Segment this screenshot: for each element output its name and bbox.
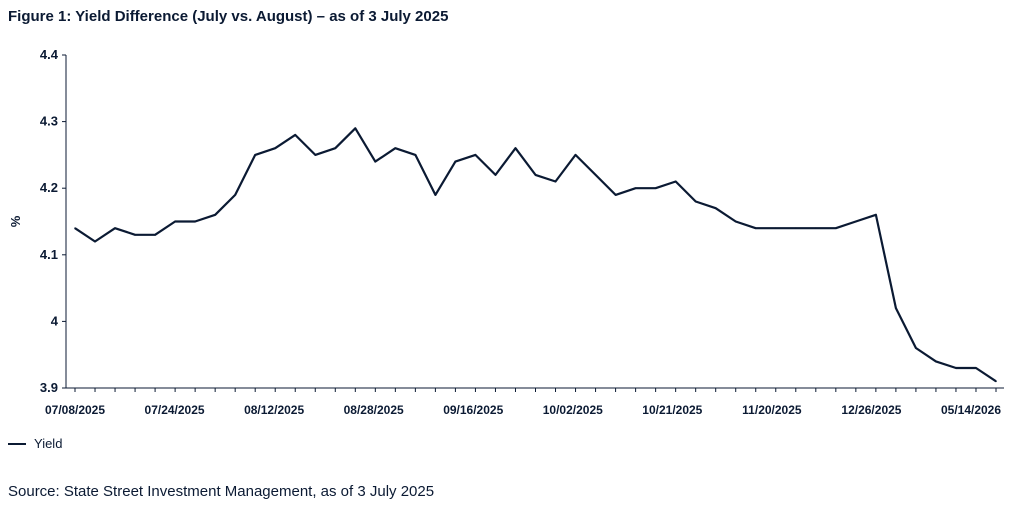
data-point (474, 154, 477, 156)
line-chart: 3.9 4 4.1 4.2 4.3 4.4 07/08/2025 07/24/2025 08/… (8, 47, 1004, 417)
data-point (434, 194, 437, 196)
y-tick-label: 4.1 (40, 247, 58, 262)
data-point (594, 174, 597, 176)
y-axis: 3.9 4 4.1 4.2 4.3 4.4 (40, 47, 67, 395)
data-point (294, 134, 297, 136)
data-point (454, 160, 457, 163)
data-point (354, 127, 357, 130)
legend-label-yield: Yield (34, 436, 63, 451)
data-point (534, 174, 537, 176)
data-point (634, 187, 637, 189)
data-point (614, 194, 617, 196)
data-point (314, 154, 317, 156)
x-tick-label: 07/24/2025 (145, 403, 205, 417)
series-layer (74, 127, 997, 383)
x-tick-label: 10/02/2025 (543, 403, 603, 417)
y-tick-label: 4.2 (40, 180, 58, 195)
data-point (754, 227, 757, 229)
data-point (94, 240, 96, 243)
data-point (74, 227, 76, 229)
data-point (895, 307, 897, 309)
data-point (214, 214, 216, 216)
data-point (554, 180, 557, 183)
x-tick-label: 08/28/2025 (344, 403, 404, 417)
data-point (274, 147, 277, 150)
x-tick-label: 11/20/2025 (742, 403, 802, 417)
data-point (174, 220, 176, 223)
y-tick-label: 4 (51, 313, 59, 328)
y-tick-label: 4.4 (40, 47, 59, 62)
x-tick-label: 12/26/2025 (841, 403, 901, 417)
data-point (855, 220, 857, 223)
data-point (734, 220, 737, 223)
data-point (674, 180, 677, 183)
x-tick-label: 08/12/2025 (244, 403, 304, 417)
data-point (875, 214, 877, 216)
data-point (414, 154, 417, 156)
data-point (794, 227, 797, 229)
source-note: Source: State Street Investment Manageme… (8, 483, 435, 500)
data-point (574, 154, 577, 156)
data-point (494, 174, 497, 176)
data-point (134, 234, 136, 236)
legend-line-swatch (8, 442, 26, 445)
data-point (975, 367, 977, 369)
data-point (774, 227, 777, 229)
legend: Yield (8, 436, 62, 451)
data-point (714, 207, 717, 209)
data-point (194, 220, 196, 223)
x-tick-label: 07/08/2025 (45, 403, 105, 417)
data-point (234, 194, 236, 196)
x-tick-label: 09/16/2025 (443, 403, 503, 417)
chart-title: Figure 1: Yield Difference (July vs. Aug… (8, 8, 449, 25)
data-point (394, 147, 397, 150)
data-point (815, 227, 817, 229)
data-point (654, 187, 657, 189)
x-tick-label: 05/14/2026 (941, 403, 1001, 417)
data-point (694, 200, 697, 203)
y-tick-label: 4.3 (40, 114, 58, 129)
data-point (254, 154, 256, 156)
data-point (334, 147, 337, 150)
data-point (374, 160, 377, 163)
data-point (114, 227, 116, 229)
y-axis-label: % (8, 215, 23, 227)
data-point (955, 367, 957, 369)
x-tick-label: 10/21/2025 (642, 403, 702, 417)
series-line-yield (74, 127, 997, 383)
data-point (915, 347, 917, 349)
data-point (514, 147, 517, 150)
data-point (154, 234, 156, 236)
data-point (935, 360, 937, 363)
data-point (835, 227, 837, 229)
y-tick-label: 3.9 (40, 380, 58, 395)
x-axis: 07/08/2025 07/24/2025 08/12/2025 08/28/2025… (45, 387, 1004, 417)
data-point (995, 380, 997, 383)
